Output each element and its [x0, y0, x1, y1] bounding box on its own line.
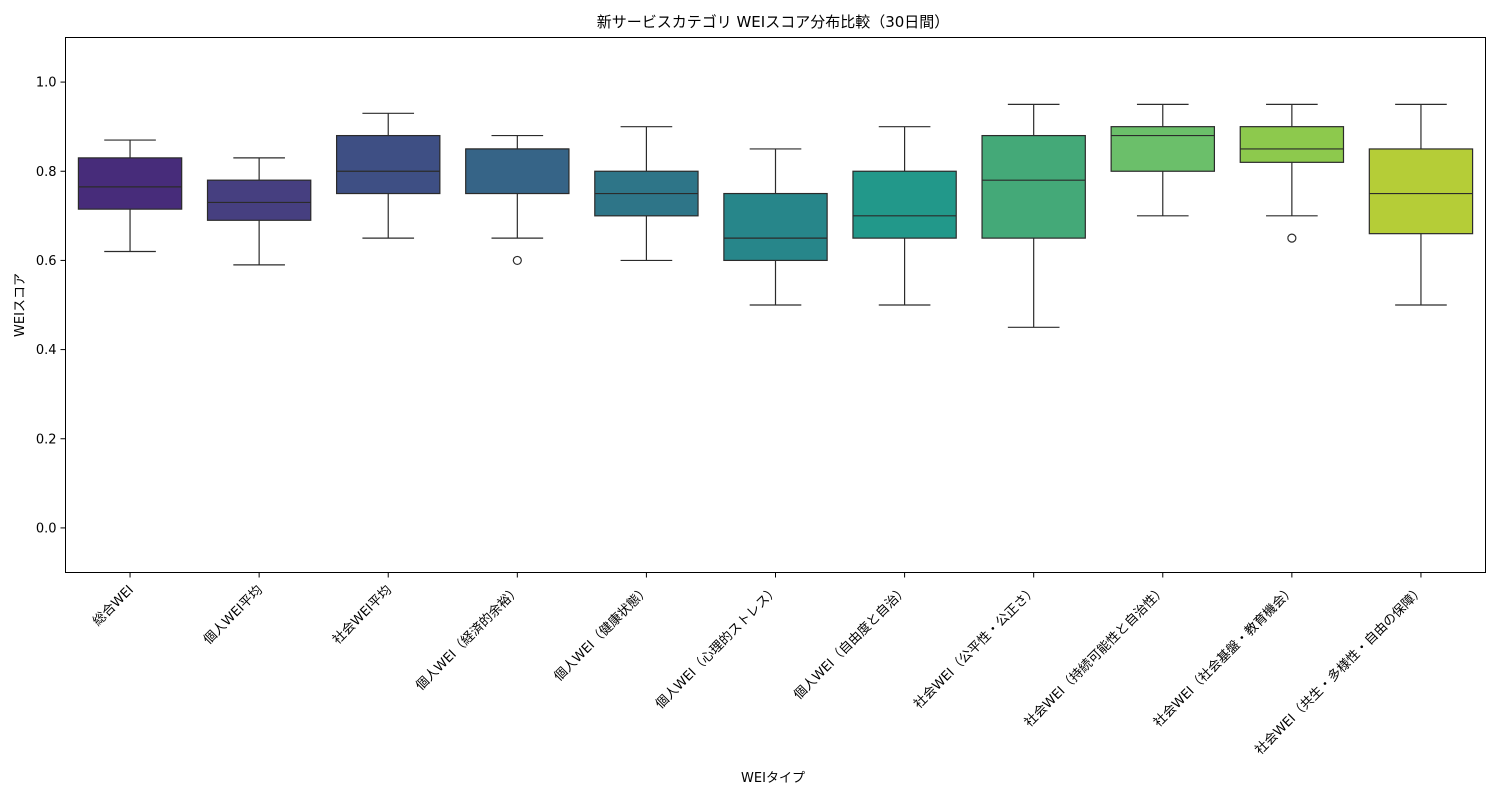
- outlier-point: [512, 255, 522, 266]
- box-iqr: [723, 192, 828, 262]
- x-tick-label: 社会WEI平均: [329, 582, 395, 648]
- y-tick-label: 0.0: [36, 521, 57, 536]
- x-tick-label: 個人WEI平均: [201, 583, 266, 648]
- x-tick-label: 総合WEI: [90, 583, 137, 630]
- box-iqr: [335, 134, 441, 195]
- box-iqr: [465, 148, 570, 195]
- x-tick-label: 社会WEI（社会基盤・教育機会）: [1150, 582, 1298, 730]
- plot-frame: [65, 37, 1486, 573]
- x-tick-label: 個人WEI（健康状態）: [551, 582, 653, 684]
- x-tick-label: 社会WEI（公平性・公正さ）: [910, 582, 1040, 712]
- box-iqr: [981, 134, 1086, 239]
- box-iqr: [206, 179, 312, 221]
- y-tick-label: 0.4: [36, 343, 57, 358]
- x-tick-label: 個人WEI（心理的ストレス）: [652, 582, 782, 712]
- y-tick-label: 0.8: [36, 165, 57, 180]
- outlier-point: [1287, 233, 1297, 243]
- x-tick-label: 個人WEI（経済的余裕）: [412, 582, 524, 694]
- y-tick-label: 0.6: [36, 254, 57, 269]
- y-tick-label: 1.0: [36, 76, 57, 91]
- box-iqr: [1110, 126, 1216, 172]
- box-iqr: [1239, 126, 1345, 163]
- box-iqr: [77, 157, 183, 210]
- y-axis-label: WEIスコア: [13, 273, 28, 337]
- box-iqr: [1368, 148, 1474, 235]
- x-tick-label: 社会WEI（持続可能性と自治性）: [1021, 582, 1169, 730]
- x-axis-label: WEIタイプ: [741, 771, 805, 786]
- x-tick-label: 個人WEI（自由度と自治）: [791, 582, 912, 703]
- y-tick-label: 0.2: [36, 432, 57, 447]
- chart-title: 新サービスカテゴリ WEIスコア分布比較（30日間）: [597, 13, 950, 31]
- box-iqr: [852, 170, 957, 239]
